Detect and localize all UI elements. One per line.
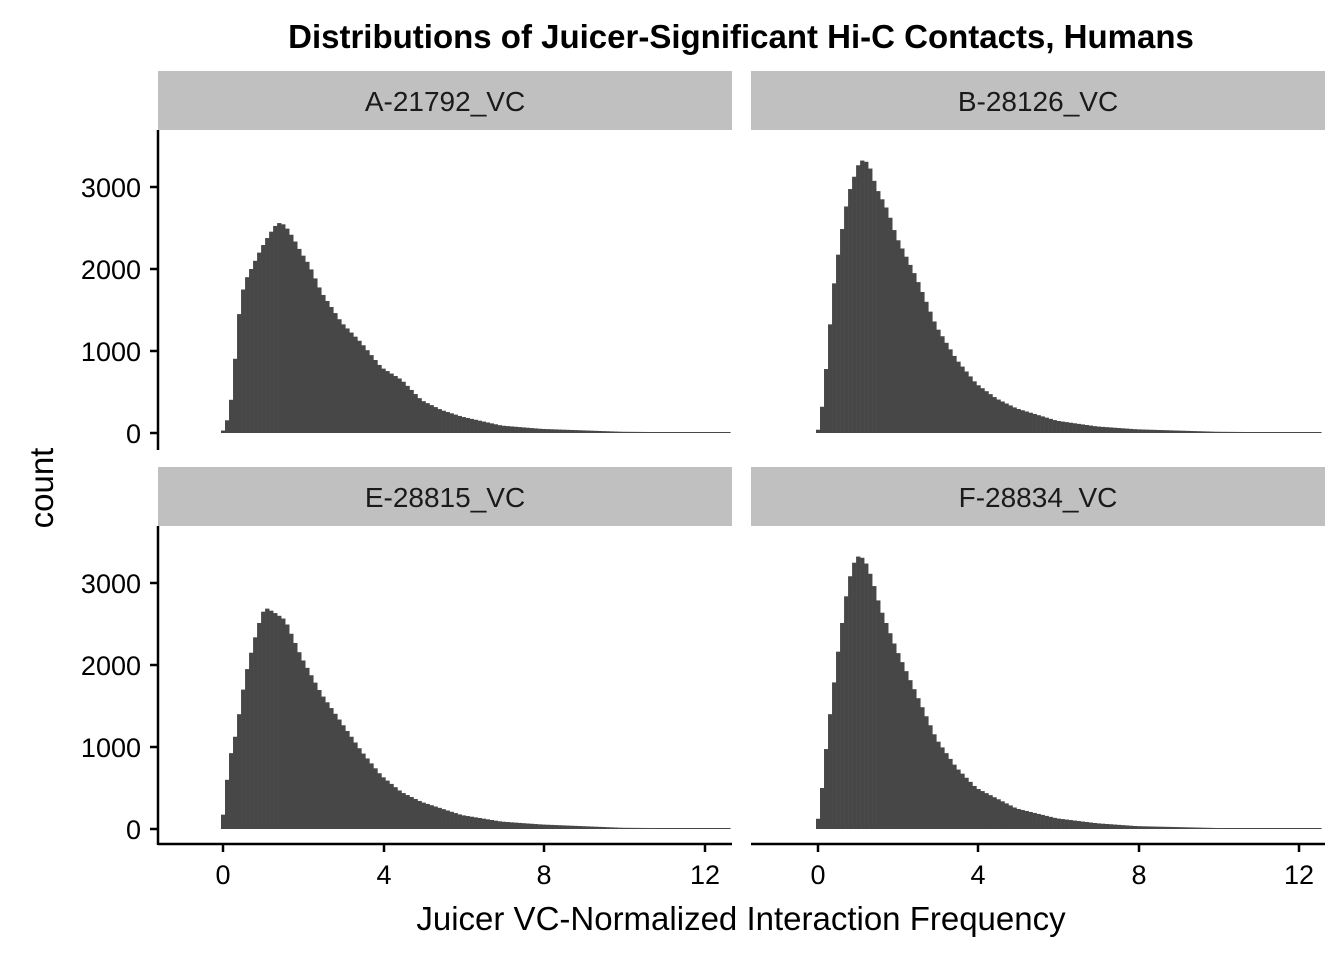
strip-top-right: B-28126_VC — [751, 71, 1325, 130]
histogram-bars-b — [816, 160, 1322, 434]
x-axis-title: Juicer VC-Normalized Interaction Frequen… — [416, 900, 1066, 937]
x-tick-0: 0 — [215, 860, 230, 890]
strip-label-f: F-28834_VC — [959, 482, 1118, 513]
y-tick-0: 0 — [126, 419, 141, 449]
x-tick-0: 0 — [810, 860, 825, 890]
y-tick-1000: 1000 — [81, 733, 141, 763]
strip-bottom-right: F-28834_VC — [751, 467, 1325, 526]
x-tick-8: 8 — [536, 860, 551, 890]
x-tick-8: 8 — [1131, 860, 1146, 890]
y-tick-3000: 3000 — [81, 173, 141, 203]
x-tick-12: 12 — [690, 860, 720, 890]
x-axis-left: 0 4 8 12 — [158, 842, 732, 890]
histogram-bars-f — [816, 556, 1322, 830]
y-tick-2000: 2000 — [81, 255, 141, 285]
strip-top-left: A-21792_VC — [158, 71, 732, 130]
x-axis-right: 0 4 8 12 — [751, 842, 1325, 890]
y-tick-0: 0 — [126, 815, 141, 845]
histogram-bars-e — [221, 608, 731, 830]
y-axis-title: count — [23, 448, 60, 529]
strip-bottom-left: E-28815_VC — [158, 467, 732, 526]
y-tick-2000: 2000 — [81, 651, 141, 681]
strip-label-a: A-21792_VC — [365, 86, 525, 117]
x-tick-4: 4 — [376, 860, 391, 890]
y-tick-1000: 1000 — [81, 337, 141, 367]
x-tick-4: 4 — [970, 860, 985, 890]
x-tick-12: 12 — [1284, 860, 1314, 890]
y-axis-top: 0 1000 2000 3000 — [81, 130, 160, 450]
strip-label-e: E-28815_VC — [365, 482, 525, 513]
chart-title: Distributions of Juicer-Significant Hi-C… — [288, 18, 1194, 55]
histogram-bars-a — [221, 223, 731, 434]
y-tick-3000: 3000 — [81, 569, 141, 599]
strip-label-b: B-28126_VC — [958, 86, 1118, 117]
y-axis-bottom: 0 1000 2000 3000 — [81, 526, 160, 845]
